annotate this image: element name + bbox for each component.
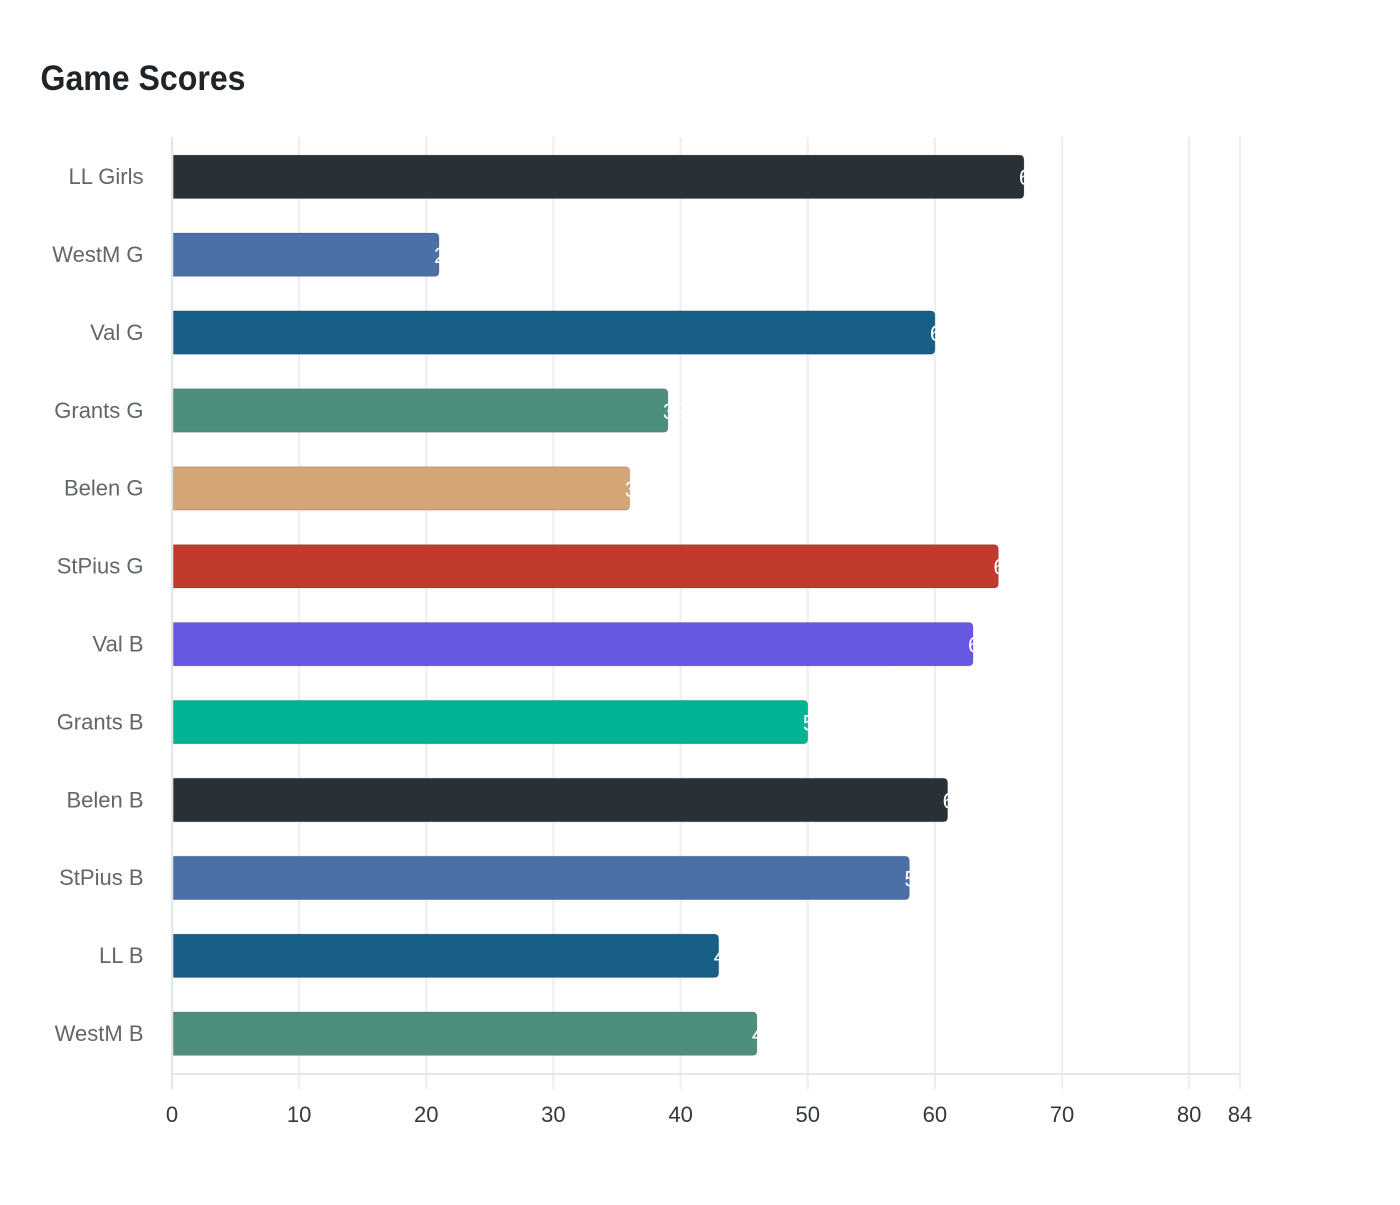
svg-text:36: 36: [625, 477, 649, 502]
svg-text:WestM G: WestM G: [52, 242, 143, 267]
svg-text:46: 46: [752, 1022, 776, 1047]
svg-text:80: 80: [1177, 1102, 1201, 1127]
svg-text:50: 50: [803, 711, 827, 736]
svg-text:0: 0: [166, 1102, 178, 1127]
svg-text:58: 58: [904, 866, 928, 891]
svg-text:40: 40: [668, 1102, 692, 1127]
svg-text:Val G: Val G: [90, 320, 143, 345]
svg-text:Belen B: Belen B: [66, 787, 143, 812]
svg-text:LL B: LL B: [99, 943, 143, 968]
svg-text:20: 20: [414, 1102, 438, 1127]
svg-text:Game Scores: Game Scores: [41, 59, 246, 98]
svg-text:Belen G: Belen G: [64, 476, 144, 501]
svg-text:67: 67: [1019, 165, 1043, 190]
svg-text:65: 65: [993, 555, 1017, 580]
svg-text:StPius G: StPius G: [57, 554, 144, 579]
svg-text:Grants G: Grants G: [54, 398, 143, 423]
svg-text:60: 60: [923, 1102, 947, 1127]
svg-text:43: 43: [714, 944, 738, 969]
svg-text:30: 30: [541, 1102, 565, 1127]
svg-text:60: 60: [930, 321, 954, 346]
svg-text:Grants B: Grants B: [57, 709, 144, 734]
svg-text:StPius B: StPius B: [59, 865, 143, 890]
svg-text:10: 10: [287, 1102, 311, 1127]
svg-text:39: 39: [663, 399, 687, 424]
svg-text:70: 70: [1050, 1102, 1074, 1127]
svg-text:Val B: Val B: [93, 632, 144, 657]
svg-text:61: 61: [943, 788, 967, 813]
svg-text:84: 84: [1228, 1102, 1252, 1127]
svg-text:21: 21: [434, 243, 458, 268]
svg-text:63: 63: [968, 633, 992, 658]
svg-text:50: 50: [795, 1102, 819, 1127]
svg-text:LL Girls: LL Girls: [69, 164, 144, 189]
svg-text:WestM B: WestM B: [55, 1021, 144, 1046]
